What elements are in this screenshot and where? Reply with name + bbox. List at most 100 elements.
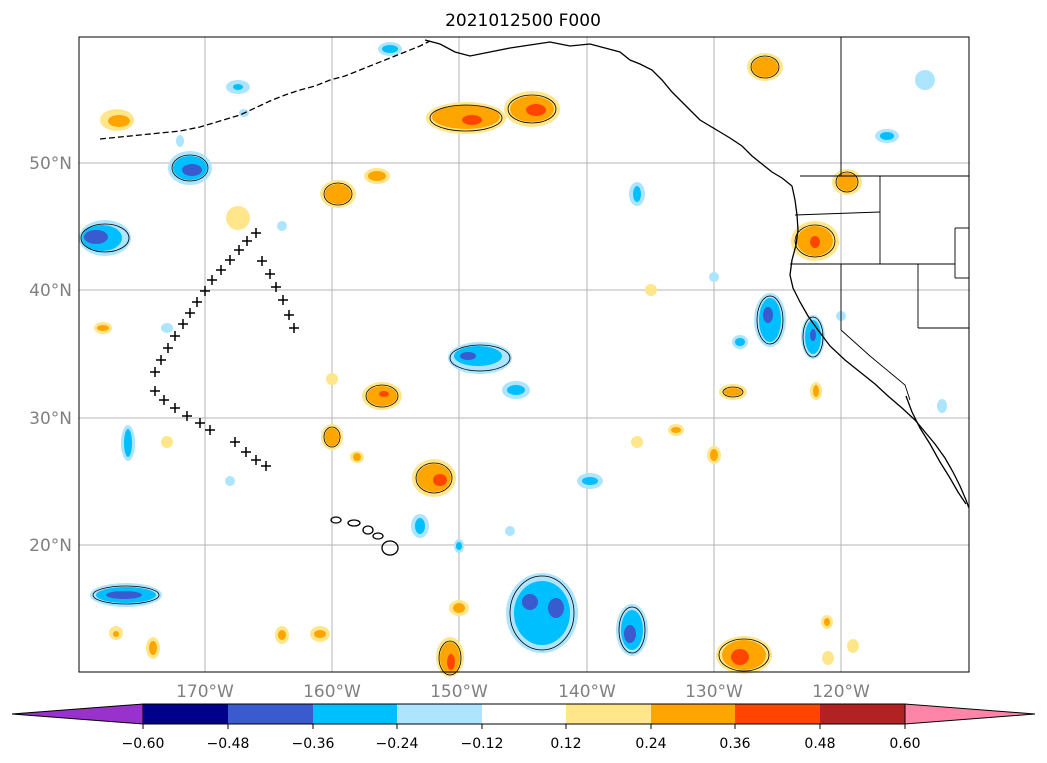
pos-blob bbox=[412, 459, 456, 497]
pos-blob bbox=[321, 424, 343, 450]
track-marker bbox=[178, 319, 188, 329]
colorbar-segment bbox=[735, 704, 820, 724]
colorbar-tick-label: −0.48 bbox=[207, 736, 250, 752]
track-marker bbox=[225, 255, 235, 265]
colorbar-segment bbox=[482, 704, 566, 724]
colorbar-segment bbox=[566, 704, 651, 724]
lat-label: 20°N bbox=[29, 536, 72, 556]
colorbar-segment bbox=[651, 704, 735, 724]
track-marker bbox=[195, 418, 205, 428]
lon-label: 130°W bbox=[685, 682, 743, 702]
lon-label: 170°W bbox=[176, 682, 234, 702]
colorbar-ticks bbox=[142, 724, 906, 729]
lat-label: 30°N bbox=[29, 409, 72, 429]
lon-label: 150°W bbox=[430, 682, 488, 702]
colorbar-tick-label: 0.12 bbox=[550, 736, 581, 752]
track-marker bbox=[271, 282, 281, 292]
pos-blob bbox=[94, 206, 859, 665]
neg-blob bbox=[801, 315, 825, 359]
colorbar-tick-label: −0.12 bbox=[461, 736, 504, 752]
contour-lines bbox=[80, 55, 859, 676]
pos-blob bbox=[426, 102, 506, 134]
track-marker bbox=[234, 245, 244, 255]
track-marker bbox=[265, 269, 275, 279]
track-marker bbox=[278, 295, 288, 305]
track-marker bbox=[192, 297, 202, 307]
track-marker bbox=[242, 236, 252, 246]
map-frame bbox=[78, 36, 970, 673]
pos-blob bbox=[320, 180, 356, 208]
pos-blob bbox=[364, 168, 390, 184]
track-marker bbox=[251, 455, 261, 465]
colorbar-segment bbox=[820, 704, 905, 724]
neg-blob bbox=[378, 42, 402, 56]
neg-blob bbox=[161, 109, 947, 536]
lat-labels: 50°N 40°N 30°N 20°N bbox=[29, 154, 72, 556]
lat-label: 50°N bbox=[29, 154, 72, 174]
neg-blob bbox=[121, 425, 135, 461]
track-marker bbox=[163, 343, 173, 353]
pos-blob bbox=[504, 91, 560, 127]
map-background bbox=[79, 37, 969, 672]
track-marker bbox=[159, 395, 169, 405]
neg-blob bbox=[168, 151, 212, 185]
track-marker bbox=[216, 265, 226, 275]
pos-blob bbox=[716, 636, 772, 674]
track-marker bbox=[200, 286, 210, 296]
lon-label: 160°W bbox=[303, 682, 361, 702]
neg-blob bbox=[616, 604, 648, 656]
pos-blob bbox=[100, 109, 134, 131]
baja-peninsula bbox=[905, 395, 967, 505]
west-coast bbox=[789, 185, 970, 509]
neg-blob bbox=[411, 514, 429, 538]
track-marker bbox=[150, 386, 160, 396]
pos-blob bbox=[832, 169, 862, 195]
colorbar-segment bbox=[397, 704, 482, 724]
track-marker bbox=[170, 331, 180, 341]
neg-blob bbox=[502, 381, 530, 399]
aleutian-islands bbox=[99, 40, 431, 140]
track-marker bbox=[156, 355, 166, 365]
track-marker bbox=[289, 323, 299, 333]
colorbar-frame bbox=[142, 703, 906, 725]
pos-blob bbox=[791, 221, 839, 261]
political-borders bbox=[790, 37, 969, 401]
neg-blob bbox=[79, 220, 131, 256]
colorbar-tick-label: 0.60 bbox=[889, 736, 920, 752]
track-marker bbox=[205, 425, 215, 435]
track-marker bbox=[182, 411, 192, 421]
track-marker bbox=[170, 403, 180, 413]
neg-blob bbox=[732, 335, 748, 349]
lon-label: 120°W bbox=[812, 682, 870, 702]
track-markers bbox=[150, 228, 299, 471]
lon-labels: 170°W 160°W 150°W 140°W 130°W 120°W bbox=[176, 682, 870, 702]
colorbar-tick-label: 0.48 bbox=[804, 736, 835, 752]
contour-fills bbox=[79, 42, 947, 677]
pos-blob bbox=[362, 382, 402, 410]
neg-blob bbox=[448, 342, 512, 374]
neg-blob bbox=[915, 70, 935, 90]
colorbar-segment bbox=[228, 704, 313, 724]
colorbar-tick-label: −0.36 bbox=[292, 736, 335, 752]
colorbar-tick-labels: −0.60 −0.48 −0.36 −0.24 −0.12 0.12 0.24 … bbox=[122, 736, 921, 752]
track-marker bbox=[207, 275, 217, 285]
colorbar: −0.60 −0.48 −0.36 −0.24 −0.12 0.12 0.24 … bbox=[11, 703, 1036, 752]
pos-blob bbox=[436, 637, 464, 677]
colorbar-tick-label: 0.36 bbox=[719, 736, 750, 752]
neg-blob bbox=[506, 573, 578, 653]
hawaiian-islands bbox=[330, 516, 399, 556]
colorbar-tick-label: 0.24 bbox=[635, 736, 666, 752]
neg-blob bbox=[629, 182, 645, 206]
neg-blob bbox=[875, 129, 899, 143]
colorbar-segment bbox=[143, 704, 228, 724]
map-title: 2021012500 F000 bbox=[445, 11, 601, 31]
track-marker bbox=[257, 256, 267, 266]
lon-label: 140°W bbox=[558, 682, 616, 702]
track-marker bbox=[241, 447, 251, 457]
neg-blob bbox=[454, 539, 464, 553]
colorbar-tick-label: −0.60 bbox=[122, 736, 165, 752]
track-marker bbox=[261, 461, 271, 471]
coastlines bbox=[99, 39, 970, 556]
track-marker bbox=[150, 367, 160, 377]
colorbar-tick-label: −0.24 bbox=[376, 736, 419, 752]
